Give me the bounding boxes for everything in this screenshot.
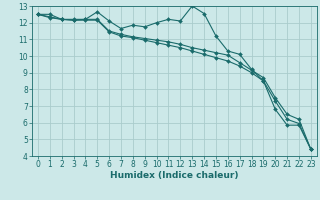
X-axis label: Humidex (Indice chaleur): Humidex (Indice chaleur)	[110, 171, 239, 180]
